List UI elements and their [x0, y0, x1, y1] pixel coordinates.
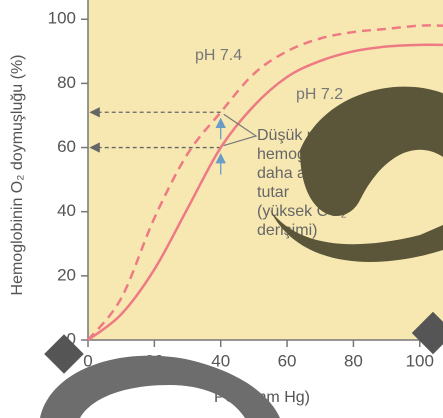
x-tick-label: 60 — [278, 351, 297, 370]
y-tick-label: 80 — [57, 73, 76, 92]
y-tick-label: 40 — [57, 201, 76, 220]
decor-arc — [40, 356, 280, 418]
x-tick-label: 100 — [406, 351, 434, 370]
decor-diamond — [44, 334, 84, 374]
y-axis-label: Hemoglobinin O₂ doymuşluğu (%) — [9, 55, 26, 296]
y-tick-label: 60 — [57, 137, 76, 156]
y-tick-label: 100 — [48, 9, 76, 28]
x-tick-label: 80 — [344, 351, 363, 370]
annotation-text: tutar — [257, 184, 290, 201]
series-label: pH 7.4 — [195, 47, 242, 64]
chart: 020406080100020406080100pH 7.4pH 7.2Düşü… — [0, 0, 443, 418]
series-label: pH 7.2 — [296, 86, 343, 103]
y-tick-label: 20 — [57, 265, 76, 284]
